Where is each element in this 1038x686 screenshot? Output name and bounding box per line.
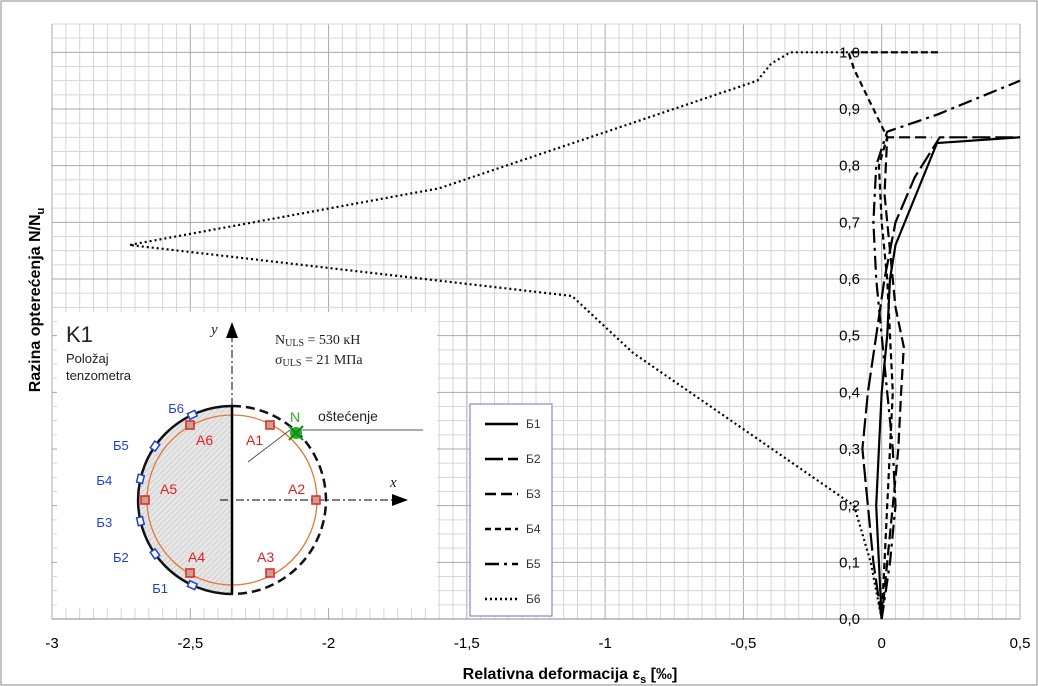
y-tick-label: 0,3 — [839, 441, 860, 458]
y-tick-label: 1,0 — [839, 44, 860, 61]
inset-subtitle-1: Položaj — [66, 351, 109, 366]
y-tick-label: 0,4 — [839, 384, 860, 401]
legend-label: Б2 — [526, 452, 541, 466]
legend: Б1 Б2 Б3 Б4 Б5 Б6 — [470, 404, 552, 616]
a-gauge-dot — [312, 496, 320, 504]
x-tick-label: -1 — [598, 635, 611, 652]
a-gauge-label: A6 — [196, 432, 213, 448]
a-gauge-label: A4 — [188, 549, 205, 565]
b-gauge-label: Б4 — [96, 473, 112, 488]
x-tick-label: 0,5 — [1010, 635, 1031, 652]
a-gauge-dot — [266, 569, 274, 577]
y-tick-label: 0,2 — [839, 498, 860, 515]
legend-label: Б3 — [526, 487, 541, 501]
x-tick-label: -1,5 — [454, 635, 480, 652]
a-gauge-dot — [186, 569, 194, 577]
legend-label: Б6 — [526, 592, 541, 606]
y-tick-label: 0,6 — [839, 271, 860, 288]
b-gauge-label: Б3 — [96, 515, 112, 530]
x-tick-label: -0,5 — [730, 635, 756, 652]
legend-label: Б1 — [526, 417, 541, 431]
b-gauge-label: Б1 — [152, 581, 168, 596]
y-tick-label: 0,9 — [839, 101, 860, 118]
sensor-layout-inset: K1 Položaj tenzometra NULS = 530 кН σULS… — [57, 312, 437, 608]
b-gauge-label: Б5 — [113, 438, 129, 453]
legend-label: Б4 — [526, 522, 541, 536]
n-marker-label: N — [290, 409, 300, 425]
y-tick-label: 0,1 — [839, 554, 860, 571]
inset-y-label: y — [209, 322, 218, 338]
b-gauge-mark — [137, 517, 145, 526]
a-gauge-label: A3 — [257, 549, 274, 565]
y-tick-label: 0,5 — [839, 328, 860, 345]
a-gauge-label: A2 — [288, 481, 305, 497]
inset-subtitle-2: tenzometra — [66, 368, 132, 383]
n-marker-icon — [289, 426, 303, 440]
x-tick-label: 0 — [878, 635, 886, 652]
a-gauge-label: A1 — [246, 432, 263, 448]
x-tick-label: -2,5 — [177, 635, 203, 652]
b-gauge-label: Б6 — [168, 401, 184, 416]
y-tick-label: 0,8 — [839, 158, 860, 175]
legend-box — [470, 404, 552, 616]
b-gauge-mark — [137, 474, 145, 483]
b-gauge-label: Б2 — [113, 550, 129, 565]
inset-x-label: x — [389, 475, 397, 491]
y-tick-label: 0,7 — [839, 214, 860, 231]
legend-label: Б5 — [526, 557, 541, 571]
x-tick-label: -2 — [322, 635, 335, 652]
a-gauge-label: A5 — [160, 481, 177, 497]
x-tick-label: -3 — [45, 635, 58, 652]
a-gauge-dot — [141, 496, 149, 504]
y-tick-label: 0,0 — [839, 611, 860, 628]
a-gauge-dot — [266, 421, 274, 429]
a-gauge-dot — [186, 421, 194, 429]
damage-label: oštećenje — [318, 408, 378, 424]
inset-title: K1 — [66, 322, 93, 347]
